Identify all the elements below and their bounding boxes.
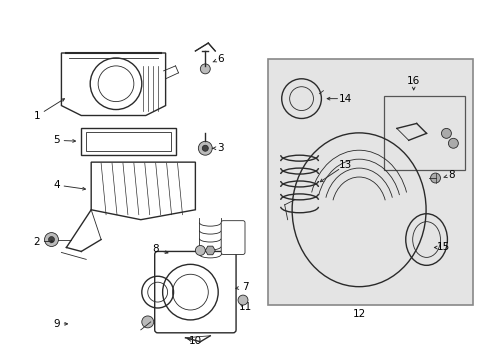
FancyBboxPatch shape — [154, 251, 236, 333]
FancyBboxPatch shape — [383, 96, 464, 170]
Circle shape — [44, 233, 59, 247]
FancyBboxPatch shape — [267, 59, 472, 305]
Circle shape — [200, 64, 210, 74]
Text: 10: 10 — [188, 336, 202, 346]
Text: 14: 14 — [338, 94, 351, 104]
Circle shape — [441, 129, 450, 138]
Circle shape — [195, 246, 205, 255]
Text: 9: 9 — [53, 319, 60, 329]
FancyBboxPatch shape — [221, 221, 244, 255]
Text: 7: 7 — [241, 282, 248, 292]
Text: 4: 4 — [53, 180, 60, 190]
Circle shape — [238, 295, 247, 305]
Text: 8: 8 — [447, 170, 454, 180]
Circle shape — [48, 237, 54, 243]
Polygon shape — [205, 246, 215, 255]
Text: 1: 1 — [34, 111, 41, 121]
Text: 5: 5 — [53, 135, 60, 145]
Text: 16: 16 — [406, 76, 420, 86]
Circle shape — [142, 316, 153, 328]
Circle shape — [198, 141, 212, 155]
Circle shape — [202, 145, 208, 151]
Text: 12: 12 — [352, 309, 365, 319]
Text: 2: 2 — [33, 237, 40, 247]
Circle shape — [447, 138, 457, 148]
Text: 8: 8 — [152, 244, 159, 255]
Text: 11: 11 — [238, 302, 251, 312]
Circle shape — [429, 173, 440, 183]
Text: 6: 6 — [217, 54, 223, 64]
Text: 13: 13 — [338, 160, 351, 170]
Text: 3: 3 — [217, 143, 223, 153]
Text: 15: 15 — [436, 243, 449, 252]
